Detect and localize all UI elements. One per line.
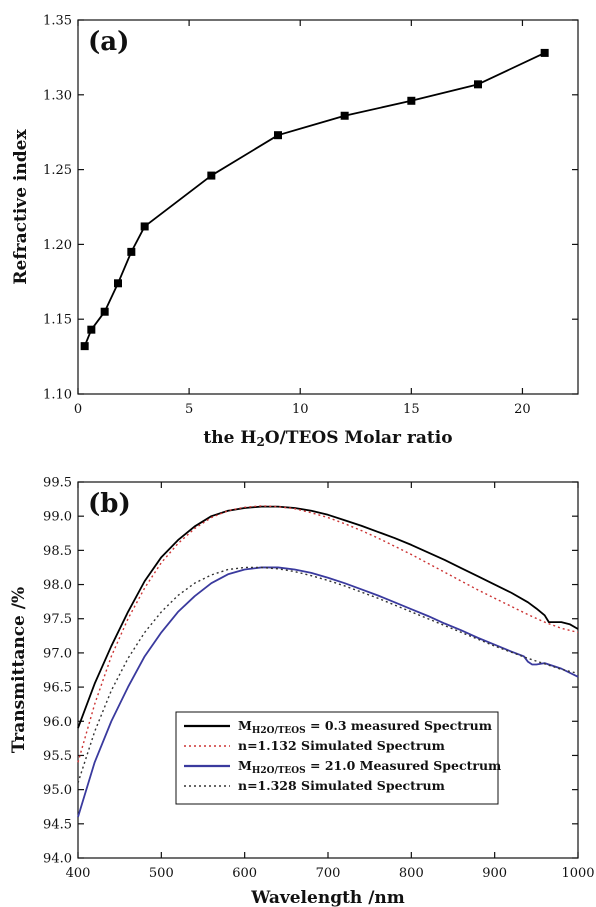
panel-a-data-point bbox=[100, 307, 109, 316]
panel-b-y-tick-label: 96.0 bbox=[43, 715, 72, 730]
legend-label-sub: H2O/TEOS bbox=[252, 766, 306, 776]
panel-b-label: (b) bbox=[88, 489, 131, 519]
panel-b-y-tick-label: 95.0 bbox=[43, 783, 72, 798]
legend-label-main: n=1.132 Simulated Spectrum bbox=[238, 738, 445, 753]
panel-b-x-tick-label: 500 bbox=[149, 866, 174, 881]
panel-b-transmittance-chart: (b) 400 500 600 700 800 900 1000 94.0 94.5 95.0 95… bbox=[9, 476, 595, 907]
panel-a-data-point bbox=[114, 279, 122, 288]
panel-a-data-point bbox=[474, 80, 482, 89]
panel-b-x-tick-label: 600 bbox=[232, 866, 257, 881]
panel-a-x-tick-label: 0 bbox=[74, 402, 82, 417]
panel-a-x-axis-title: the H2O/TEOS Molar ratio bbox=[203, 428, 452, 449]
legend-label-3: n=1.328 Simulated Spectrum bbox=[238, 778, 445, 793]
panel-a-x-tick-label: 10 bbox=[292, 402, 309, 417]
panel-b-series-line-1 bbox=[77, 505, 579, 763]
panel-b-series-line-2 bbox=[77, 566, 579, 818]
panel-a-x-tick-label: 5 bbox=[185, 402, 193, 417]
panel-b-y-tick-label: 96.5 bbox=[43, 681, 72, 696]
panel-a-ticks: 0 5 10 15 20 1.10 1.15 1.20 1.25 1.30 1.35 bbox=[43, 14, 578, 417]
panel-a-x-title-part2: O/TEOS Molar ratio bbox=[265, 428, 453, 448]
panel-a-y-axis-title: Refractive index bbox=[11, 129, 31, 285]
panel-a-data-point bbox=[127, 247, 136, 256]
panel-b-x-tick-label: 1000 bbox=[561, 866, 594, 881]
panel-b-legend: MH2O/TEOS = 0.3 measured Spectrumn=1.132… bbox=[175, 711, 501, 805]
panel-a-data-point bbox=[80, 342, 89, 351]
panel-b-x-tick-label: 800 bbox=[399, 866, 424, 881]
panel-a-data-point bbox=[207, 171, 216, 180]
panel-a-y-tick-label: 1.10 bbox=[43, 388, 72, 403]
legend-entries: MH2O/TEOS = 0.3 measured Spectrumn=1.132… bbox=[184, 718, 501, 793]
legend-label-main: M bbox=[238, 718, 252, 733]
panel-a-x-tick-label: 20 bbox=[514, 402, 531, 417]
panel-b-y-tick-label: 94.0 bbox=[43, 852, 72, 867]
panel-a-y-tick-label: 1.35 bbox=[43, 14, 72, 29]
legend-frame bbox=[175, 711, 499, 805]
panel-a-data-point bbox=[274, 131, 282, 140]
panel-a-x-tick-label: 15 bbox=[403, 402, 420, 417]
panel-a-series-line-0 bbox=[83, 52, 546, 347]
panel-b-y-tick-label: 98.0 bbox=[43, 578, 72, 593]
panel-b-y-axis-title: Transmittance /% bbox=[9, 587, 29, 753]
panel-b-y-tick-label: 97.0 bbox=[43, 646, 72, 661]
legend-label-sub: H2O/TEOS bbox=[252, 726, 306, 736]
panel-b-y-tick-label: 94.5 bbox=[43, 817, 72, 832]
legend-label-main: M bbox=[238, 758, 252, 773]
legend-label-1: n=1.132 Simulated Spectrum bbox=[238, 738, 445, 753]
panel-b-y-tick-label: 98.5 bbox=[43, 544, 72, 559]
panel-b-series-line-3 bbox=[77, 566, 579, 784]
panel-b-y-tick-label: 99.5 bbox=[43, 476, 72, 491]
panel-a-y-tick-label: 1.25 bbox=[43, 163, 72, 178]
panel-b-series-line-0 bbox=[77, 505, 579, 729]
legend-label-main: n=1.328 Simulated Spectrum bbox=[238, 778, 445, 793]
panel-a-data-point bbox=[140, 222, 149, 231]
panel-b-x-axis-title: Wavelength /nm bbox=[250, 888, 405, 907]
legend-label-rest: = 21.0 Measured Spectrum bbox=[306, 758, 502, 773]
panel-b-series bbox=[77, 505, 579, 818]
panel-a-x-title-sub: 2 bbox=[256, 435, 264, 449]
panel-b-y-tick-label: 97.5 bbox=[43, 612, 72, 627]
panel-a-data-point bbox=[87, 325, 96, 334]
panel-a-plot-frame bbox=[77, 19, 579, 395]
panel-b-y-tick-label: 99.0 bbox=[43, 510, 72, 525]
panel-a-x-title-part1: the H bbox=[203, 428, 256, 448]
panel-a-data-point bbox=[540, 48, 549, 57]
legend-label-0: MH2O/TEOS = 0.3 measured Spectrum bbox=[238, 718, 492, 736]
panel-a-label: (a) bbox=[88, 27, 129, 57]
panel-b-x-tick-label: 700 bbox=[316, 866, 341, 881]
legend-label-2: MH2O/TEOS = 21.0 Measured Spectrum bbox=[238, 758, 501, 776]
panel-a-y-tick-label: 1.15 bbox=[43, 313, 72, 328]
panel-a-data-point bbox=[407, 96, 416, 105]
panel-a-series bbox=[80, 48, 549, 351]
legend-label-rest: = 0.3 measured Spectrum bbox=[306, 718, 492, 733]
panel-b-ticks: 400 500 600 700 800 900 1000 94.0 94.5 95.0 95.5 96… bbox=[43, 476, 595, 882]
panel-a-y-tick-label: 1.20 bbox=[43, 238, 72, 253]
panel-b-x-tick-label: 400 bbox=[66, 866, 91, 881]
panel-b-y-tick-label: 95.5 bbox=[43, 749, 72, 764]
panel-a-y-tick-label: 1.30 bbox=[43, 88, 72, 103]
panel-b-x-tick-label: 900 bbox=[482, 866, 507, 881]
panel-a-data-point bbox=[340, 111, 349, 120]
panel-a-refractive-index-chart: (a) 0 5 10 15 20 1.10 1.15 1.20 1.25 1.30 1.35 Ref… bbox=[11, 14, 579, 449]
